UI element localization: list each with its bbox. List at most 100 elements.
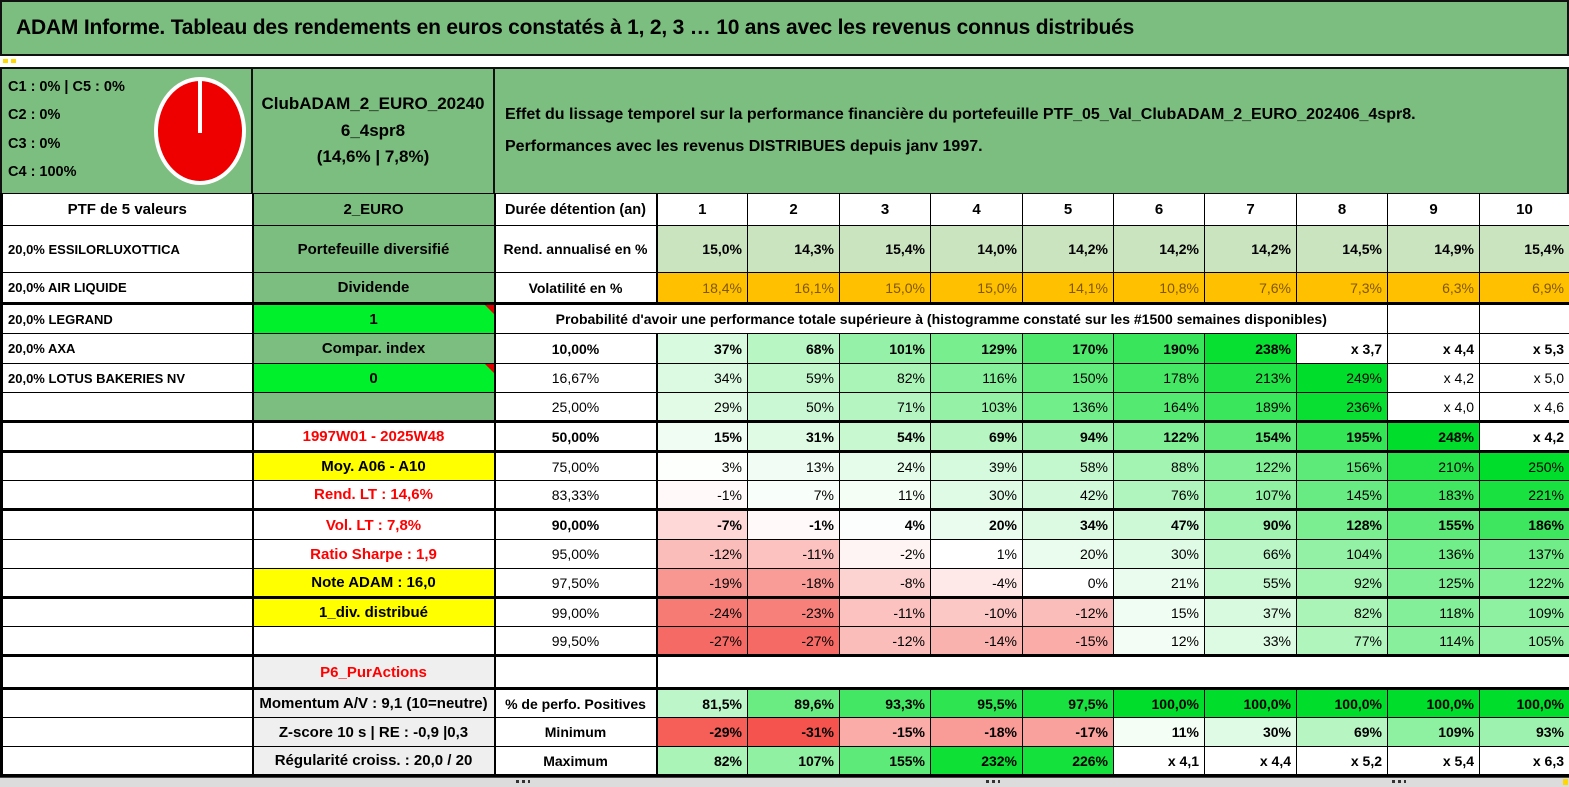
threshold-cell[interactable]: 90,00%: [495, 510, 657, 540]
value-cell[interactable]: 155%: [840, 747, 931, 776]
value-cell[interactable]: x 5,2: [1297, 747, 1388, 776]
empty-cell[interactable]: [2, 627, 253, 656]
empty-cell[interactable]: [2, 452, 253, 481]
empty-cell[interactable]: [2, 656, 253, 689]
value-cell[interactable]: 107%: [748, 747, 840, 776]
value-cell[interactable]: -4%: [931, 569, 1023, 598]
value-cell[interactable]: x 6,3: [1480, 747, 1569, 776]
value-cell[interactable]: 14,9%: [1388, 226, 1480, 273]
value-cell[interactable]: 47%: [1114, 510, 1205, 540]
value-cell[interactable]: 14,2%: [1023, 226, 1114, 273]
value-cell[interactable]: -12%: [657, 540, 748, 569]
value-cell[interactable]: 109%: [1480, 598, 1569, 627]
value-cell[interactable]: 12%: [1114, 627, 1205, 656]
value-cell[interactable]: 21%: [1114, 569, 1205, 598]
value-cell[interactable]: 107%: [1205, 481, 1297, 510]
value-cell[interactable]: 15,0%: [657, 226, 748, 273]
value-cell[interactable]: 39%: [931, 452, 1023, 481]
value-cell[interactable]: 189%: [1205, 393, 1297, 422]
value-cell[interactable]: -19%: [657, 569, 748, 598]
value-cell[interactable]: 66%: [1205, 540, 1297, 569]
metric-label-cell[interactable]: 0: [253, 364, 495, 393]
year-column-header[interactable]: 1: [657, 194, 748, 226]
value-cell[interactable]: 50%: [748, 393, 840, 422]
value-cell[interactable]: 170%: [1023, 334, 1114, 364]
value-cell[interactable]: 150%: [1023, 364, 1114, 393]
value-cell[interactable]: x 4,1: [1114, 747, 1205, 776]
value-cell[interactable]: 248%: [1388, 422, 1480, 452]
value-cell[interactable]: 249%: [1297, 364, 1388, 393]
value-cell[interactable]: -24%: [657, 598, 748, 627]
value-cell[interactable]: 88%: [1114, 452, 1205, 481]
metric-label-cell[interactable]: 1: [253, 304, 495, 334]
value-cell[interactable]: -31%: [748, 718, 840, 747]
value-cell[interactable]: -2%: [840, 540, 931, 569]
value-cell[interactable]: 3%: [657, 452, 748, 481]
value-cell[interactable]: -12%: [840, 627, 931, 656]
value-cell[interactable]: 30%: [1114, 540, 1205, 569]
value-cell[interactable]: -18%: [748, 569, 840, 598]
value-cell[interactable]: -14%: [931, 627, 1023, 656]
value-cell[interactable]: 82%: [657, 747, 748, 776]
empty-cell[interactable]: [2, 393, 253, 422]
value-cell[interactable]: x 5,4: [1388, 747, 1480, 776]
value-cell[interactable]: 33%: [1205, 627, 1297, 656]
value-cell[interactable]: x 4,2: [1480, 422, 1569, 452]
value-cell[interactable]: -23%: [748, 598, 840, 627]
value-cell[interactable]: 97,5%: [1023, 689, 1114, 718]
value-cell[interactable]: 37%: [1205, 598, 1297, 627]
value-cell[interactable]: 145%: [1297, 481, 1388, 510]
empty-cell[interactable]: [2, 689, 253, 718]
value-cell[interactable]: 71%: [840, 393, 931, 422]
value-cell[interactable]: 69%: [1297, 718, 1388, 747]
empty-cell[interactable]: [1480, 304, 1569, 334]
value-cell[interactable]: 42%: [1023, 481, 1114, 510]
value-cell[interactable]: 250%: [1480, 452, 1569, 481]
value-cell[interactable]: 210%: [1388, 452, 1480, 481]
value-cell[interactable]: 77%: [1297, 627, 1388, 656]
value-cell[interactable]: x 3,7: [1297, 334, 1388, 364]
value-cell[interactable]: 93,3%: [840, 689, 931, 718]
value-cell[interactable]: 190%: [1114, 334, 1205, 364]
value-cell[interactable]: 34%: [657, 364, 748, 393]
value-cell[interactable]: 15%: [657, 422, 748, 452]
value-cell[interactable]: -7%: [657, 510, 748, 540]
spacer-green-cell[interactable]: [495, 656, 657, 689]
value-cell[interactable]: x 4,0: [1388, 393, 1480, 422]
metric-label-cell[interactable]: Compar. index: [253, 334, 495, 364]
value-cell[interactable]: 4%: [840, 510, 931, 540]
metric-label-cell[interactable]: 1_div. distribué: [253, 598, 495, 627]
value-cell[interactable]: 37%: [657, 334, 748, 364]
value-cell[interactable]: 164%: [1114, 393, 1205, 422]
value-cell[interactable]: 221%: [1480, 481, 1569, 510]
value-cell[interactable]: 95,5%: [931, 689, 1023, 718]
threshold-cell[interactable]: Maximum: [495, 747, 657, 776]
value-cell[interactable]: 14,3%: [748, 226, 840, 273]
value-cell[interactable]: 11%: [840, 481, 931, 510]
value-cell[interactable]: 137%: [1480, 540, 1569, 569]
threshold-cell[interactable]: 83,33%: [495, 481, 657, 510]
value-cell[interactable]: 155%: [1388, 510, 1480, 540]
value-cell[interactable]: 59%: [748, 364, 840, 393]
threshold-cell[interactable]: Rend. annualisé en %: [495, 226, 657, 273]
allocation-cell[interactable]: C1 : 0% | C5 : 0%C2 : 0%C3 : 0%C4 : 100%: [2, 69, 253, 193]
value-cell[interactable]: 100,0%: [1114, 689, 1205, 718]
threshold-cell[interactable]: Minimum: [495, 718, 657, 747]
value-cell[interactable]: 82%: [840, 364, 931, 393]
holding-label-cell[interactable]: 20,0% AIR LIQUIDE: [2, 273, 253, 304]
value-cell[interactable]: 31%: [748, 422, 840, 452]
value-cell[interactable]: 30%: [1205, 718, 1297, 747]
value-cell[interactable]: x 4,4: [1205, 747, 1297, 776]
empty-cell[interactable]: [2, 598, 253, 627]
metric-label-cell[interactable]: Dividende: [253, 273, 495, 304]
value-cell[interactable]: 82%: [1297, 598, 1388, 627]
value-cell[interactable]: 125%: [1388, 569, 1480, 598]
value-cell[interactable]: 15,4%: [840, 226, 931, 273]
value-cell[interactable]: 18,4%: [657, 273, 748, 304]
value-cell[interactable]: 58%: [1023, 452, 1114, 481]
empty-cell[interactable]: [2, 569, 253, 598]
value-cell[interactable]: 6,9%: [1480, 273, 1569, 304]
value-cell[interactable]: 232%: [931, 747, 1023, 776]
value-cell[interactable]: 14,2%: [1205, 226, 1297, 273]
value-cell[interactable]: 129%: [931, 334, 1023, 364]
